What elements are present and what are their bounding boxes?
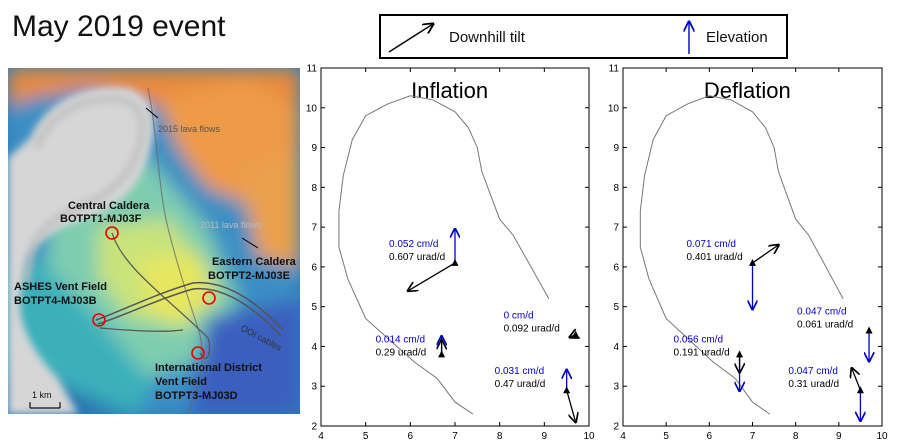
central-caldera-label: Central Caldera [68,200,150,212]
y-tick-label: 3 [311,382,317,393]
x-tick-label: 5 [363,431,369,442]
station-marker [451,258,459,266]
y-tick-label: 5 [311,302,317,313]
tilt-arrow [752,245,779,264]
tilt-rate-label: 0.31 urad/d [788,379,839,390]
elevation-rate-label: 0.047 cm/d [797,307,846,318]
intl-district-id: BOTPT3-MJ03D [155,390,238,402]
plot-frame [622,67,883,427]
x-tick-label: 9 [836,431,842,442]
lava-outline [338,95,550,415]
y-tick-label: 4 [613,342,619,353]
tilt-rate-label: 0.092 urad/d [504,324,560,335]
bathymetry-map: 2015 lava flows 2011 lava flows Central … [8,68,300,414]
y-tick-label: 6 [311,262,317,273]
tilt-rate-label: 0.191 urad/d [674,347,730,358]
scale-label: 1 km [32,390,52,400]
station-marker [572,330,580,338]
y-tick-label: 7 [311,223,317,234]
elevation-rate-label: 0.052 cm/d [389,239,438,250]
station-marker [865,326,873,334]
lava-2015-label: 2015 lava flows [158,124,221,134]
x-tick-label: 7 [750,431,756,442]
elevation-rate-label: 0.014 cm/d [376,334,425,345]
y-tick-label: 5 [613,302,619,313]
y-tick-label: 3 [613,382,619,393]
intl-district-label-1: International District [155,362,262,374]
lava-outline [639,95,844,415]
eastern-caldera-marker [202,291,216,305]
ashes-marker [92,313,106,327]
y-tick-label: 6 [613,262,619,273]
y-tick-label: 4 [311,342,317,353]
eastern-caldera-label: Eastern Caldera [212,256,297,268]
x-tick-label: 9 [542,431,548,442]
tilt-rate-label: 0.061 urad/d [797,320,853,331]
legend-elevation-label: Elevation [706,29,768,46]
elevation-rate-label: 0.071 cm/d [687,239,736,250]
elevation-rate-label: 0.047 cm/d [788,366,837,377]
station-marker [736,350,744,358]
legend-tilt-label: Downhill tilt [449,29,525,46]
x-tick-label: 5 [663,431,669,442]
y-tick-label: 11 [609,64,620,75]
y-tick-label: 8 [613,183,619,194]
central-caldera-id: BOTPT1-MJ03F [60,213,142,225]
x-tick-label: 7 [452,431,458,442]
ashes-id: BOTPT4-MJ03B [14,295,97,307]
tilt-rate-label: 0.47 urad/d [495,379,546,390]
tilt-rate-label: 0.607 urad/d [389,252,445,263]
ashes-label: ASHES Vent Field [14,281,107,293]
intl-district-marker [191,346,205,360]
central-caldera-marker [105,226,119,240]
y-tick-label: 8 [311,183,317,194]
station-marker [438,350,446,358]
y-tick-label: 2 [613,422,619,433]
x-tick-label: 8 [497,431,503,442]
station-marker [856,386,864,394]
chart-title: Deflation [704,78,791,103]
x-tick-label: 10 [583,431,595,442]
tilt-arrow [852,368,862,391]
x-tick-label: 10 [876,431,888,442]
eastern-caldera-id: BOTPT2-MJ03E [208,270,290,282]
y-tick-label: 9 [613,143,619,154]
chart-title: Inflation [411,78,488,103]
x-tick-label: 6 [707,431,713,442]
figure-title: May 2019 event [12,10,226,43]
x-tick-label: 4 [318,431,324,442]
y-tick-label: 11 [307,64,318,75]
lava-2011-label: 2011 lava flows [200,220,262,230]
x-tick-label: 4 [620,431,626,442]
y-tick-label: 9 [311,143,317,154]
elevation-rate-label: 0.056 cm/d [674,334,723,345]
station-marker [749,258,756,266]
x-tick-label: 6 [408,431,414,442]
y-tick-label: 10 [608,103,620,114]
tilt-arrow [408,262,456,291]
y-tick-label: 2 [311,422,317,433]
tilt-rate-label: 0.401 urad/d [687,252,743,263]
station-marker [563,386,571,394]
legend-tilt-arrow-icon [388,16,790,54]
x-tick-label: 8 [793,431,799,442]
legend-box: Downhill tilt Elevation [379,14,788,59]
elevation-rate-label: 0.031 cm/d [495,366,544,377]
y-tick-label: 10 [306,103,318,114]
tilt-arrow [566,390,576,422]
intl-district-label-2: Vent Field [155,376,207,388]
elevation-rate-label: 0 cm/d [504,311,534,322]
tilt-rate-label: 0.29 urad/d [376,347,427,358]
y-tick-label: 7 [613,223,619,234]
